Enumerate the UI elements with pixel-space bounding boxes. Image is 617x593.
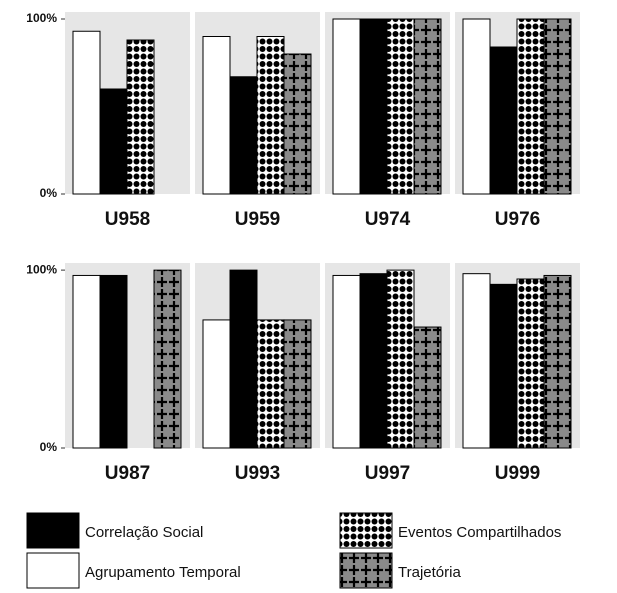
bar xyxy=(516,18,545,195)
facet-label: U958 xyxy=(105,209,150,230)
bar xyxy=(359,18,388,195)
bar xyxy=(386,269,415,449)
facet-label: U999 xyxy=(495,463,540,484)
bar xyxy=(153,269,182,449)
bar xyxy=(413,18,442,195)
y-tick-label: 0% xyxy=(40,186,58,200)
bar xyxy=(126,39,155,195)
y-tick-label: 0% xyxy=(40,440,58,454)
y-tick-label: 100% xyxy=(26,11,57,25)
legend-label: Trajetória xyxy=(398,564,461,581)
bar xyxy=(72,274,101,449)
legend-swatch xyxy=(339,552,393,589)
legend-label: Correlação Social xyxy=(85,524,203,541)
bar xyxy=(202,319,231,449)
bar xyxy=(489,283,518,449)
facet-label: U997 xyxy=(365,463,410,484)
bar xyxy=(229,76,258,195)
bar xyxy=(283,319,312,449)
bar xyxy=(543,274,572,449)
bar xyxy=(332,274,361,449)
bar xyxy=(489,46,518,195)
bar xyxy=(202,36,231,195)
bar xyxy=(462,18,491,195)
bar xyxy=(359,273,388,449)
bar xyxy=(256,36,285,195)
facet-label: U987 xyxy=(105,463,150,484)
legend-label: Eventos Compartilhados xyxy=(398,524,561,541)
facet-label: U974 xyxy=(365,209,411,230)
bar xyxy=(229,269,258,449)
legend-swatch xyxy=(26,552,80,589)
facet-label: U976 xyxy=(495,209,540,230)
facet-label: U959 xyxy=(235,209,280,230)
legend-swatch xyxy=(26,512,80,549)
bar xyxy=(462,273,491,449)
y-tick-label: 100% xyxy=(26,262,57,276)
bar xyxy=(332,18,361,195)
bar xyxy=(256,319,285,449)
bar xyxy=(386,18,415,195)
bar xyxy=(516,278,545,449)
bar xyxy=(99,88,128,195)
bar xyxy=(99,274,128,449)
bar xyxy=(283,53,312,195)
bar xyxy=(543,18,572,195)
facet-label: U993 xyxy=(235,463,280,484)
bar xyxy=(413,326,442,449)
legend-label: Agrupamento Temporal xyxy=(85,564,241,581)
legend-swatch xyxy=(339,512,393,549)
bar xyxy=(72,30,101,195)
